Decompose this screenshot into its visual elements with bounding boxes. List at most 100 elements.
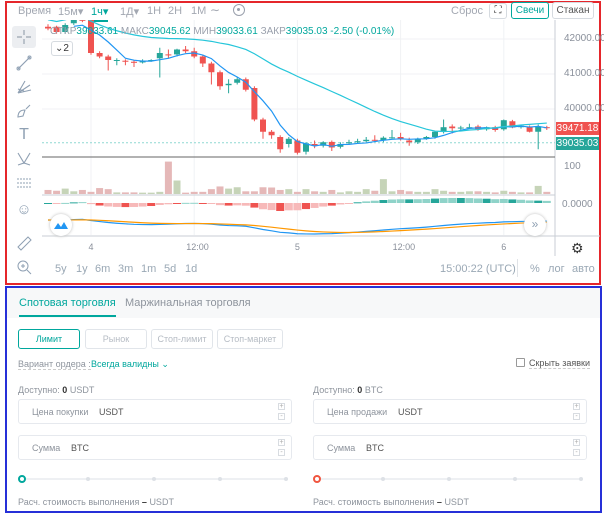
interval-1d[interactable]: 1Д▾ (120, 6, 140, 18)
volume-bar (53, 190, 61, 194)
percent-scale-toggle[interactable]: % (530, 263, 540, 275)
buy-available-label: Доступно: (18, 385, 60, 395)
sell-price-input[interactable]: Цена продажи USDT + - (313, 399, 587, 424)
range-1d[interactable]: 1d (185, 263, 198, 275)
candle-body (466, 127, 473, 129)
time-tick: 4 (88, 242, 94, 252)
range-5y[interactable]: 5y (55, 263, 67, 275)
range-3m[interactable]: 3m (118, 263, 134, 275)
sell-increment-button[interactable]: + (573, 403, 580, 410)
slider-step[interactable] (579, 477, 583, 481)
slider-step[interactable] (513, 477, 517, 481)
macd-histogram-bar (302, 203, 310, 210)
macd-histogram-bar (396, 199, 405, 203)
tab-margin[interactable]: Маржинальная торговля (125, 297, 251, 309)
sell-slider-handle[interactable] (313, 475, 321, 483)
sell-decrement-button[interactable]: - (573, 449, 580, 456)
interval-1h[interactable]: 1ч▾ (91, 5, 109, 22)
buy-increment-button[interactable]: + (278, 403, 285, 410)
candle-body (303, 143, 309, 152)
interval-2w[interactable]: 2Н (168, 5, 183, 17)
range-6m[interactable]: 6m (95, 263, 111, 275)
settings-gear-icon[interactable]: ⚙ (571, 240, 584, 256)
buy-percent-slider[interactable] (18, 475, 288, 483)
buy-amount-input[interactable]: Сумма BTC + - (18, 435, 292, 460)
candles-button[interactable]: Свечи (511, 2, 549, 19)
pitchfork-icon[interactable] (12, 76, 36, 98)
volume-bar (104, 189, 112, 194)
reset-button[interactable]: Сброс (451, 5, 483, 17)
slider-step[interactable] (381, 477, 385, 481)
volume-bar (311, 191, 319, 194)
candle-body (242, 79, 249, 90)
range-1m[interactable]: 1m (141, 263, 157, 275)
interval-1w[interactable]: 1Н (147, 5, 162, 17)
price-chart[interactable] (42, 20, 600, 256)
crosshair-icon[interactable] (12, 26, 36, 48)
buy-decrement-button[interactable]: - (278, 449, 285, 456)
interval-15m[interactable]: 15м▾ (58, 6, 84, 18)
macd-histogram-bar (353, 202, 362, 204)
emoji-icon[interactable]: ☺ (16, 200, 32, 218)
buy-estimated-cost-value: – (141, 497, 147, 507)
trend-line-icon[interactable] (12, 52, 36, 74)
interval-1mo[interactable]: 1М (191, 5, 207, 17)
volume-bar (457, 191, 465, 194)
macd-histogram-bar (121, 203, 130, 208)
last-price-label: 39471.18 (556, 121, 599, 135)
sell-increment-button[interactable]: + (573, 439, 580, 446)
measure-icon[interactable] (12, 172, 36, 194)
slider-step[interactable] (152, 477, 156, 481)
macd-histogram-bar (95, 203, 104, 206)
buy-decrement-button[interactable]: - (278, 413, 285, 420)
sell-decrement-button[interactable]: - (573, 413, 580, 420)
candle-body (363, 139, 370, 142)
order-type-limit[interactable]: Лимит (18, 329, 80, 349)
line-type-icon[interactable]: ∼ (210, 3, 221, 17)
sell-amount-input[interactable]: Сумма BTC + - (313, 435, 587, 460)
order-type-stop-limit[interactable]: Стоп-лимит (151, 329, 213, 349)
utc-clock[interactable]: 15:00:22 (UTC) (440, 263, 516, 275)
order-variant-label: Вариант ордера : (18, 359, 91, 370)
macd-histogram-bar (173, 203, 181, 204)
indicators-icon[interactable] (233, 4, 245, 16)
auto-scale-toggle[interactable]: авто (572, 263, 595, 275)
range-1y[interactable]: 1y (76, 263, 88, 275)
buy-amount-input-label: Сумма (32, 443, 61, 453)
fullscreen-icon[interactable]: ⛶ (489, 3, 507, 19)
volume-bar (250, 191, 258, 194)
volume-bar (70, 191, 78, 194)
scroll-to-latest-icon[interactable]: » (524, 214, 546, 236)
orderbook-button[interactable]: Стакан (552, 2, 594, 19)
order-variant-select[interactable]: Всегда валидны ⌄ (91, 359, 169, 369)
brush-icon[interactable] (12, 100, 36, 122)
hide-orders-label[interactable]: Скрыть заявки (529, 358, 590, 369)
ruler-icon[interactable] (12, 232, 36, 254)
buy-price-input[interactable]: Цена покупки USDT + - (18, 399, 292, 424)
order-type-stop-market[interactable]: Стоп-маркет (217, 329, 283, 349)
volume-bar (242, 191, 250, 194)
candle-body (62, 25, 69, 32)
buy-increment-button[interactable]: + (278, 439, 285, 446)
volume-bar (422, 191, 430, 194)
slider-step[interactable] (284, 477, 288, 481)
slider-step[interactable] (447, 477, 451, 481)
slider-step[interactable] (218, 477, 222, 481)
text-tool-icon[interactable]: T (19, 126, 29, 143)
collapse-indicators-button[interactable]: ⌄2 (51, 41, 73, 56)
buy-slider-handle[interactable] (18, 475, 26, 483)
log-scale-toggle[interactable]: лог (548, 263, 565, 275)
candle-body (457, 127, 464, 129)
candle-body (96, 53, 103, 57)
pattern-icon[interactable] (12, 148, 36, 170)
hide-orders-checkbox[interactable] (516, 358, 525, 367)
sell-percent-slider[interactable] (313, 475, 583, 483)
macd-histogram-bar (370, 200, 379, 203)
order-type-market[interactable]: Рынок (85, 329, 147, 349)
slider-step[interactable] (86, 477, 90, 481)
tab-spot[interactable]: Спотовая торговля (19, 297, 116, 317)
zoom-in-icon[interactable] (12, 256, 36, 278)
volume-bar (388, 191, 396, 194)
chart-logo-icon[interactable] (50, 214, 72, 236)
range-5d[interactable]: 5d (164, 263, 177, 275)
